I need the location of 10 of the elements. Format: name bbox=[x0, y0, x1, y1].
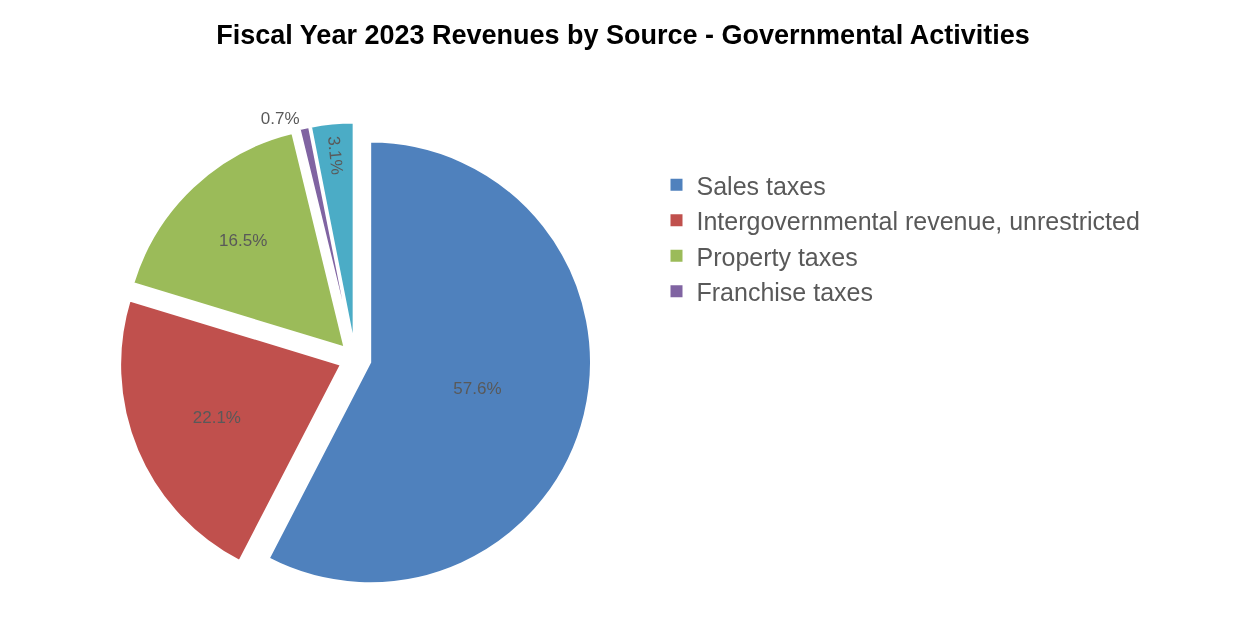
chart-title: Fiscal Year 2023 Revenues by Source - Governmental Activities bbox=[216, 19, 1030, 50]
legend-label: Franchise taxes bbox=[696, 278, 873, 306]
data-label: 0.7% bbox=[260, 109, 300, 129]
legend-label: Property taxes bbox=[696, 242, 858, 271]
legend-label: Sales taxes bbox=[696, 171, 826, 200]
legend-label: Intergovernmental revenue, unrestricted bbox=[696, 207, 1140, 235]
data-label: 57.6% bbox=[453, 379, 502, 399]
data-label: 16.5% bbox=[219, 230, 268, 250]
data-label: 22.1% bbox=[192, 407, 241, 427]
data-label: 3.1% bbox=[323, 135, 347, 176]
